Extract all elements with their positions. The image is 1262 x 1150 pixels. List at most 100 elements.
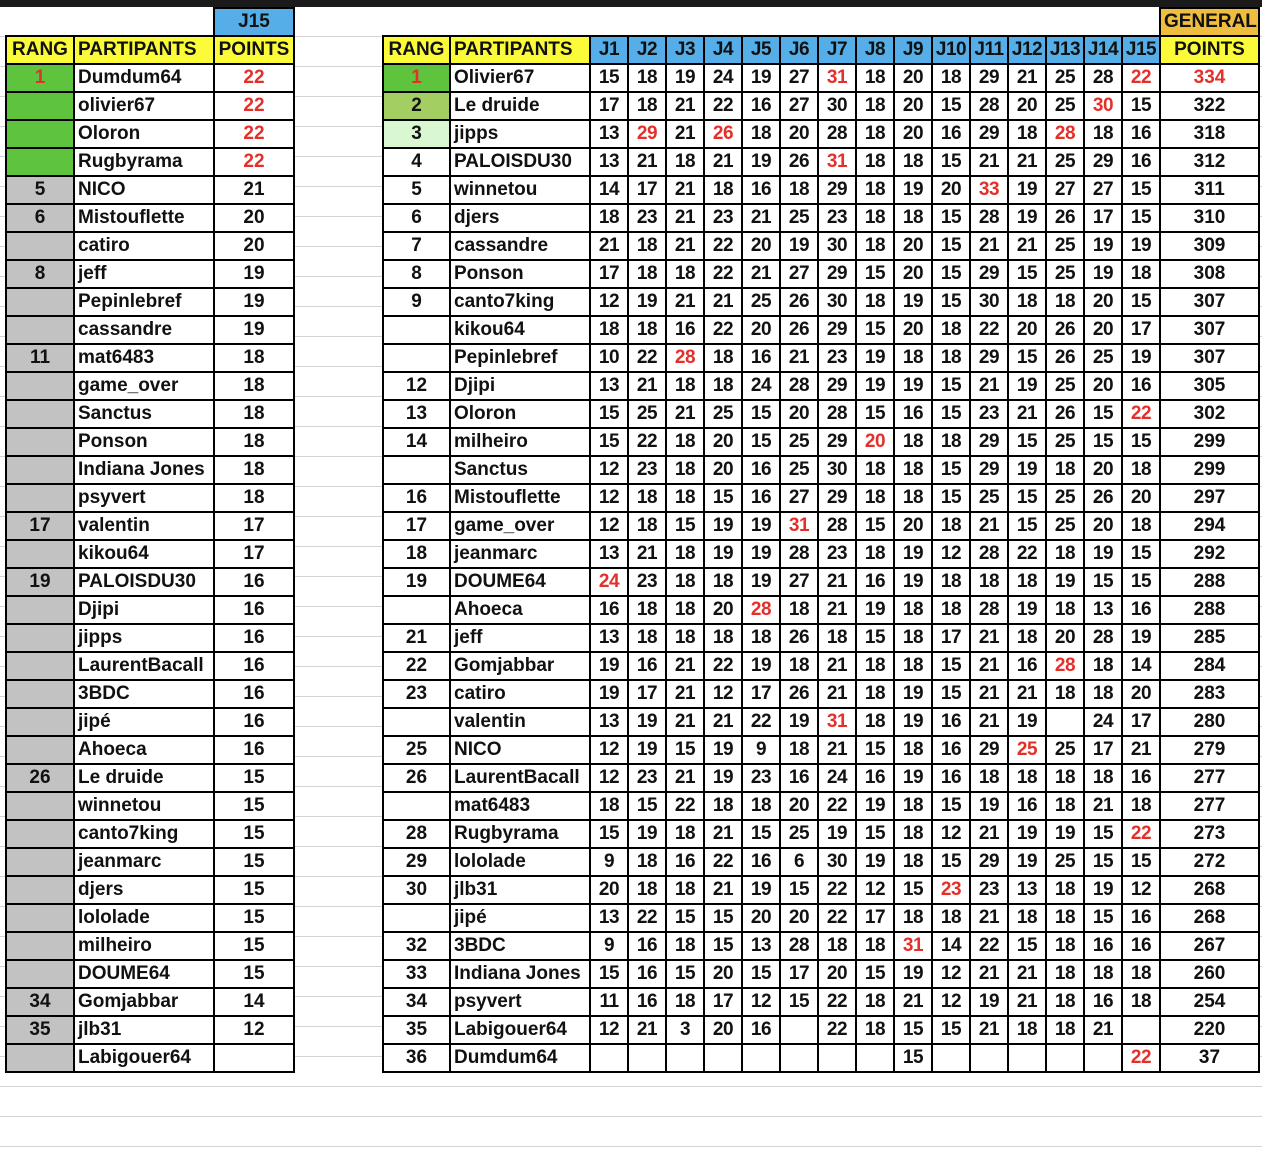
participant-name: Olivier67 xyxy=(449,63,591,93)
round-score-j9: 15 xyxy=(893,1015,933,1045)
round-score-j14: 19 xyxy=(1083,875,1123,905)
round-score-j6: 6 xyxy=(779,847,819,877)
empty-cell xyxy=(894,8,932,37)
empty-cell xyxy=(932,8,970,37)
table-row: Labigouer64 xyxy=(5,1043,295,1073)
round-score-j15: 18 xyxy=(1121,959,1161,989)
round-score-j7: 28 xyxy=(817,119,857,149)
round-score-j14: 20 xyxy=(1083,315,1123,345)
round-score-j10: 15 xyxy=(931,847,971,877)
round-score-j9: 20 xyxy=(893,119,933,149)
round-score-j15: 16 xyxy=(1121,903,1161,933)
points-cell: 16 xyxy=(213,707,295,737)
rank-cell xyxy=(5,119,75,149)
rank-cell: 8 xyxy=(382,259,451,289)
round-score-j5: 19 xyxy=(741,147,781,177)
round-score-j5: 19 xyxy=(741,63,781,93)
round-score-j11: 28 xyxy=(969,91,1009,121)
round-score-j1: 12 xyxy=(589,511,629,541)
round-score-j12: 18 xyxy=(1007,903,1047,933)
table-row: jeanmarc 15 xyxy=(5,847,295,877)
round-score-j15: 15 xyxy=(1121,427,1161,457)
round-score-j13: 26 xyxy=(1045,399,1085,429)
round-score-j3: 3 xyxy=(665,1015,705,1045)
round-score-j3: 21 xyxy=(665,203,705,233)
round-score-j1: 9 xyxy=(589,847,629,877)
points-cell: 15 xyxy=(213,791,295,821)
round-score-j3: 15 xyxy=(665,735,705,765)
round-score-j9: 19 xyxy=(893,707,933,737)
round-score-j9: 16 xyxy=(893,399,933,429)
table-row: canto7king 15 xyxy=(5,819,295,849)
points-cell: 22 xyxy=(213,91,295,121)
round-score-j9: 18 xyxy=(893,623,933,653)
round-score-j13: 18 xyxy=(1045,1015,1085,1045)
points-cell: 19 xyxy=(213,287,295,317)
round-score-j12: 19 xyxy=(1007,203,1047,233)
points-cell: 16 xyxy=(213,623,295,653)
round-score-j4: 15 xyxy=(703,483,743,513)
table-row: 6 Mistouflette 20 xyxy=(5,203,295,233)
round-header-j10: J10 xyxy=(931,35,971,65)
rank-cell xyxy=(5,651,75,681)
round-score-j4: 17 xyxy=(703,987,743,1017)
table-row: Djipi 16 xyxy=(5,595,295,625)
round-score-j12: 19 xyxy=(1007,847,1047,877)
points-cell: 18 xyxy=(213,343,295,373)
round-score-j9: 18 xyxy=(893,847,933,877)
rank-cell: 4 xyxy=(382,147,451,177)
rank-cell xyxy=(5,427,75,457)
round-score-j7: 29 xyxy=(817,371,857,401)
participant-name: kikou64 xyxy=(73,539,215,569)
round-score-j6: 27 xyxy=(779,567,819,597)
table-row: 17 valentin 17 xyxy=(5,511,295,541)
round-score-j10: 12 xyxy=(931,539,971,569)
round-score-j9: 18 xyxy=(893,427,933,457)
round-score-j6: 27 xyxy=(779,63,819,93)
round-score-j9: 20 xyxy=(893,511,933,541)
rank-cell: 29 xyxy=(382,847,451,877)
points-cell: 20 xyxy=(213,231,295,261)
round-score-j6: 20 xyxy=(779,903,819,933)
round-score-j8: 18 xyxy=(855,483,895,513)
round-score-j5: 9 xyxy=(741,735,781,765)
round-score-j7 xyxy=(817,1043,857,1073)
rank-cell xyxy=(382,903,451,933)
round-score-j2: 22 xyxy=(627,903,667,933)
participant-name: jeff xyxy=(449,623,591,653)
round-score-j5 xyxy=(741,1043,781,1073)
round-score-j9: 18 xyxy=(893,791,933,821)
round-score-j11: 19 xyxy=(969,791,1009,821)
round-score-j2: 18 xyxy=(627,623,667,653)
round-score-j2: 16 xyxy=(627,987,667,1017)
round-score-j9: 20 xyxy=(893,63,933,93)
round-header-j1: J1 xyxy=(589,35,629,65)
total-points: 268 xyxy=(1159,875,1260,905)
round-score-j8: 15 xyxy=(855,315,895,345)
round-score-j14: 17 xyxy=(1083,735,1123,765)
table-row: cassandre 19 xyxy=(5,315,295,345)
round-score-j15: 22 xyxy=(1121,819,1161,849)
round-score-j2: 19 xyxy=(627,735,667,765)
participant-name: Ponson xyxy=(73,427,215,457)
round-score-j12: 15 xyxy=(1007,931,1047,961)
round-score-j5: 16 xyxy=(741,91,781,121)
round-score-j6: 15 xyxy=(779,987,819,1017)
round-score-j6: 18 xyxy=(779,651,819,681)
total-points: 305 xyxy=(1159,371,1260,401)
participant-name: catiro xyxy=(73,231,215,261)
round-score-j4: 18 xyxy=(703,567,743,597)
round-score-j6: 20 xyxy=(779,399,819,429)
round-score-j1: 18 xyxy=(589,315,629,345)
table-row: 8 jeff 19 xyxy=(5,259,295,289)
rank-cell: 36 xyxy=(382,1043,451,1073)
participant-name: LaurentBacall xyxy=(73,651,215,681)
rank-cell xyxy=(5,539,75,569)
round-score-j7: 21 xyxy=(817,567,857,597)
round-score-j6: 26 xyxy=(779,679,819,709)
table-row: 13 Oloron 15 25 21 25 15 20 28 15 16 15 23 21 26 15 22 30… xyxy=(382,399,1260,429)
round-score-j7: 31 xyxy=(817,147,857,177)
round-score-j7: 30 xyxy=(817,287,857,317)
participant-name: LaurentBacall xyxy=(449,763,591,793)
table-row: 34 psyvert 11 16 18 17 12 15 22 18 21 12 19 21 18 16 18 2… xyxy=(382,987,1260,1017)
